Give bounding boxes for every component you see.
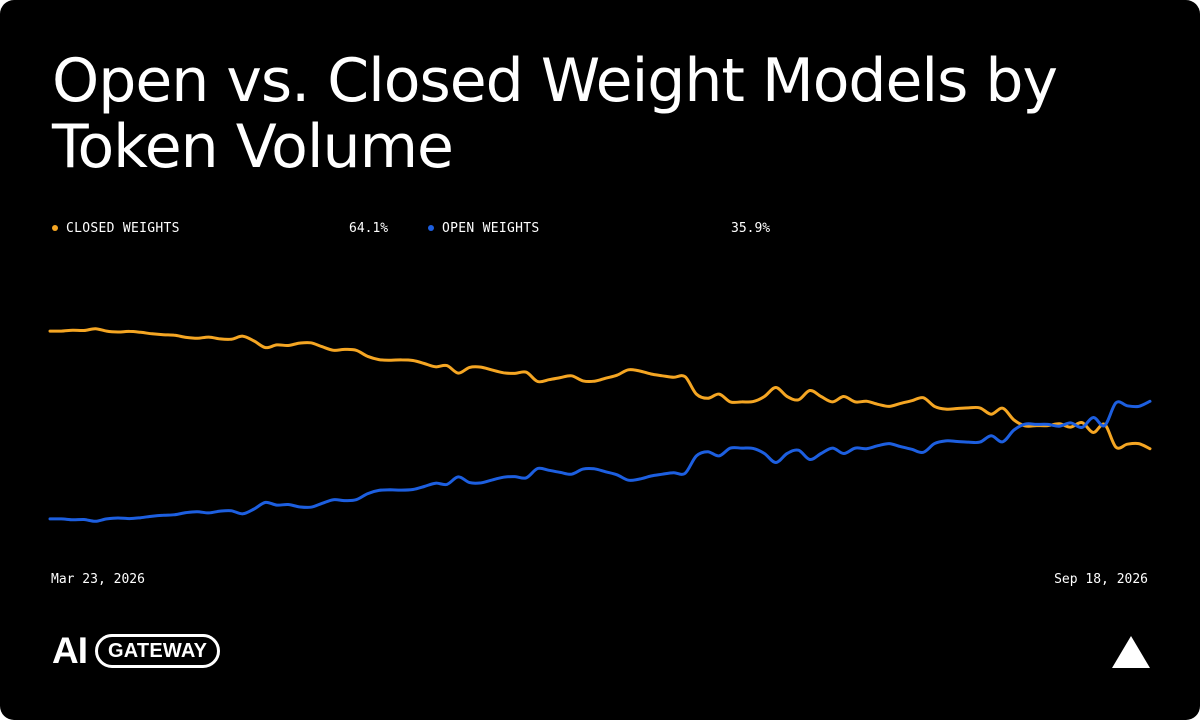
legend-closed-value: 64.1% — [349, 221, 389, 236]
x-axis-end-label: Sep 18, 2026 — [1054, 572, 1148, 587]
legend-closed-label: CLOSED WEIGHTS — [66, 221, 180, 236]
legend-open-weights: OPEN WEIGHTS — [428, 221, 540, 236]
legend-open-dot — [428, 224, 434, 231]
series-line-closed-weights — [48, 327, 1152, 451]
chart-title: Open vs. Closed Weight Models by Token V… — [52, 46, 1058, 182]
x-axis-start-label: Mar 23, 2026 — [51, 572, 145, 587]
logo-gateway-pill: GATEWAY — [95, 634, 221, 668]
legend-open-value: 35.9% — [731, 221, 771, 236]
legend-closed-weights: CLOSED WEIGHTS — [52, 221, 180, 236]
legend-open-label: OPEN WEIGHTS — [442, 221, 540, 236]
ai-gateway-logo: AI GATEWAY — [52, 630, 221, 672]
triangle-logo-icon — [1112, 636, 1150, 668]
legend-closed-dot — [52, 224, 58, 231]
series-line-open-weights — [48, 399, 1152, 523]
logo-ai-text: AI — [52, 630, 88, 671]
